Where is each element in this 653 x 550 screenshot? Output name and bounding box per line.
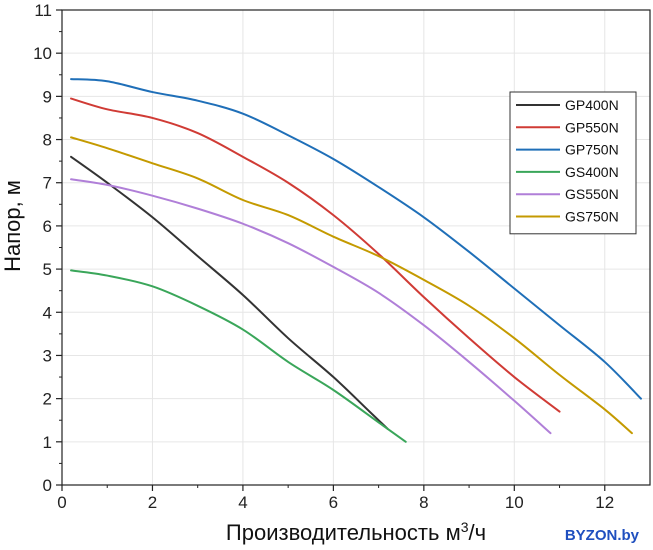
y-tick-label: 5	[43, 260, 52, 279]
grid	[61, 9, 650, 486]
x-tick-label: 8	[419, 493, 428, 512]
y-axis-title: Напор, м	[0, 180, 25, 272]
x-axis-title: Производительность м3/ч	[226, 519, 486, 545]
plot-area-frame	[61, 9, 651, 486]
y-tick-label: 7	[43, 174, 52, 193]
legend-label-gs550n: GS550N	[565, 186, 619, 202]
legend-label-gs750n: GS750N	[565, 209, 619, 225]
series-line-gp750n	[70, 78, 642, 400]
series-line-gs400n	[70, 269, 407, 443]
legend-label-gp750n: GP750N	[565, 142, 619, 158]
x-tick-label: 4	[238, 493, 247, 512]
y-tick-label: 0	[43, 476, 52, 495]
legend-label-gp400n: GP400N	[565, 97, 619, 113]
x-tick-label: 0	[57, 493, 66, 512]
y-tick-label: 10	[33, 44, 52, 63]
y-tick-label: 6	[43, 217, 52, 236]
legend: GP400N GP550N GP750N GS400N GS550N GS750N	[509, 91, 637, 235]
axis-ticks: 0 2 4 6 8 10 1201234567891011Производительност…	[33, 1, 614, 545]
series-line-gs550n	[70, 178, 552, 435]
series-lines	[70, 78, 642, 443]
series-line-gp400n	[70, 155, 389, 430]
legend-label-gp550n: GP550N	[565, 119, 619, 135]
y-tick-label: 3	[43, 346, 52, 365]
y-tick-label: 9	[43, 87, 52, 106]
x-tick-label: 10	[505, 493, 524, 512]
x-tick-label: 6	[329, 493, 338, 512]
y-tick-label: 2	[43, 390, 52, 409]
x-tick-label: 2	[148, 493, 157, 512]
y-tick-label: 1	[43, 433, 52, 452]
y-tick-label: 11	[34, 1, 52, 20]
series-line-gs750n	[70, 136, 633, 435]
series-line-gp550n	[70, 97, 561, 413]
x-tick-label: 12	[595, 493, 614, 512]
y-tick-label: 4	[43, 303, 52, 322]
y-tick-label: 8	[43, 131, 52, 150]
legend-label-gs400n: GS400N	[565, 164, 619, 180]
watermark-logo: BYZON.by	[564, 527, 639, 544]
legend-box	[509, 91, 637, 235]
